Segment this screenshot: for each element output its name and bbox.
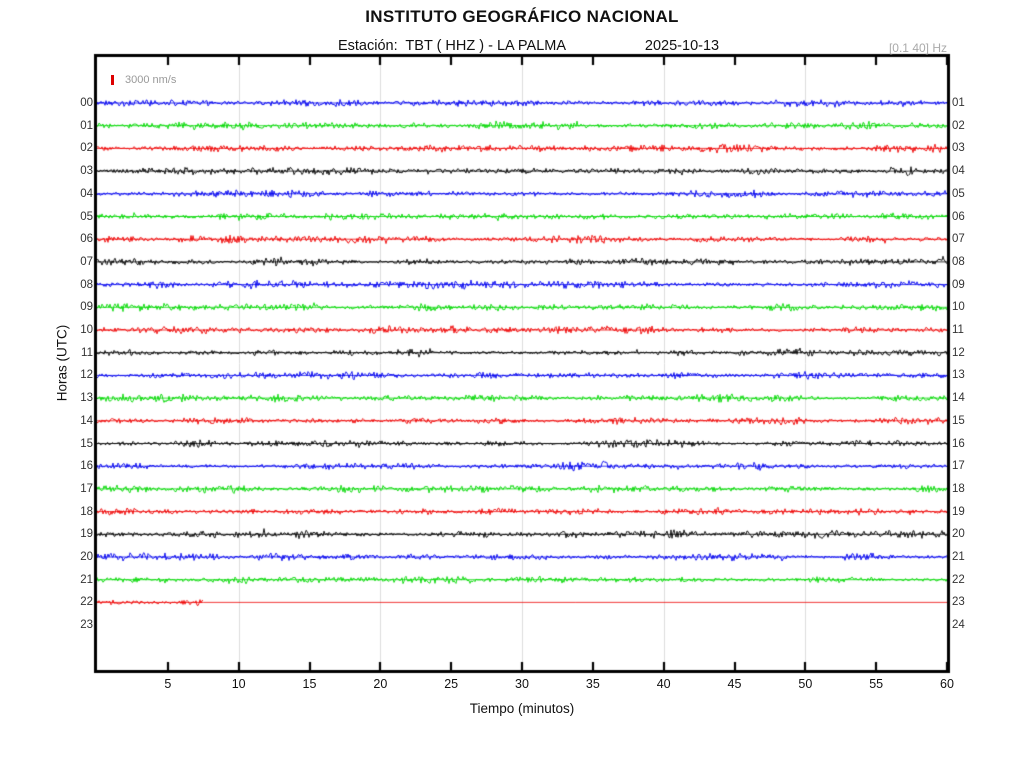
x-axis-title: Tiempo (minutos) <box>469 701 575 716</box>
x-tick-label: 60 <box>940 677 954 691</box>
hour-label-right: 11 <box>952 324 964 336</box>
hour-label-right: 08 <box>952 255 965 268</box>
hour-label-right: 21 <box>952 551 965 563</box>
x-tick-label: 40 <box>656 677 671 691</box>
hour-label-left: 18 <box>80 505 93 518</box>
hour-label-left: 14 <box>80 414 93 427</box>
x-tick-label: 10 <box>231 677 246 691</box>
station-label: Estación: TBT ( HHZ ) - LA PALMA <box>337 38 567 54</box>
date-label: 2025-10-13 <box>644 38 720 54</box>
hour-label-left: 17 <box>80 482 93 495</box>
x-tick-label: 15 <box>302 677 317 691</box>
hour-label-left: 05 <box>80 210 93 223</box>
hour-label-left: 22 <box>80 596 93 609</box>
hour-label-right: 17 <box>952 460 965 473</box>
hour-label-left: 12 <box>80 369 93 382</box>
hour-label-left: 09 <box>80 301 93 314</box>
hour-label-right: 18 <box>952 482 965 495</box>
hour-label-left: 21 <box>80 573 93 586</box>
hour-label-left: 01 <box>80 119 93 132</box>
hour-label-left: 08 <box>80 278 93 291</box>
hour-label-right: 13 <box>952 369 965 382</box>
hour-label-left: 15 <box>80 437 93 450</box>
x-tick-label: 50 <box>798 677 813 691</box>
x-tick-label: 30 <box>515 677 529 691</box>
hour-label-left: 19 <box>80 528 93 541</box>
hour-label-right: 01 <box>952 97 965 109</box>
hour-label-left: 13 <box>80 392 93 405</box>
hour-label-left: 00 <box>80 97 93 109</box>
hour-label-left: 16 <box>80 460 93 473</box>
hour-label-right: 23 <box>952 596 965 609</box>
hour-label-right: 22 <box>952 573 965 586</box>
hour-label-right: 16 <box>952 437 965 450</box>
hour-label-right: 10 <box>952 301 965 314</box>
x-tick-label: 5 <box>164 677 172 691</box>
hour-label-right: 07 <box>952 233 965 246</box>
hour-label-left: 04 <box>80 187 93 200</box>
hour-label-left: 20 <box>80 551 93 563</box>
x-tick-label: 25 <box>444 677 459 691</box>
page-title: INSTITUTO GEOGRÁFICO NACIONAL <box>365 7 679 26</box>
hour-label-left: 02 <box>80 142 93 155</box>
hour-label-left: 11 <box>81 346 93 359</box>
hour-label-left: 23 <box>80 619 93 632</box>
hour-label-right: 03 <box>952 142 965 155</box>
hour-label-right: 20 <box>952 528 965 541</box>
x-tick-label: 20 <box>373 677 388 691</box>
hour-label-right: 14 <box>952 392 965 405</box>
hour-label-left: 10 <box>80 324 93 336</box>
hour-label-right: 19 <box>952 505 965 518</box>
scale-label: 3000 nm/s <box>125 74 177 86</box>
hour-label-left: 07 <box>80 255 93 268</box>
x-tick-label: 55 <box>869 677 884 691</box>
hour-label-right: 15 <box>952 414 965 427</box>
hour-label-right: 09 <box>952 278 965 291</box>
x-tick-label: 35 <box>585 677 600 691</box>
amplitude-scale-legend: 3000 nm/s <box>111 73 176 87</box>
x-tick-label: 45 <box>727 677 742 691</box>
red-scale-bar-icon <box>111 75 114 85</box>
hour-label-right: 02 <box>952 119 965 132</box>
hour-label-right: 12 <box>952 346 965 359</box>
hour-label-right: 06 <box>952 210 965 223</box>
hour-label-right: 05 <box>952 187 965 200</box>
hour-label-left: 03 <box>80 165 93 178</box>
hour-label-right: 24 <box>952 619 965 632</box>
hour-label-left: 06 <box>80 233 93 246</box>
hour-label-right: 04 <box>952 165 965 178</box>
filter-band-label: [0.1 40] Hz <box>888 41 947 55</box>
